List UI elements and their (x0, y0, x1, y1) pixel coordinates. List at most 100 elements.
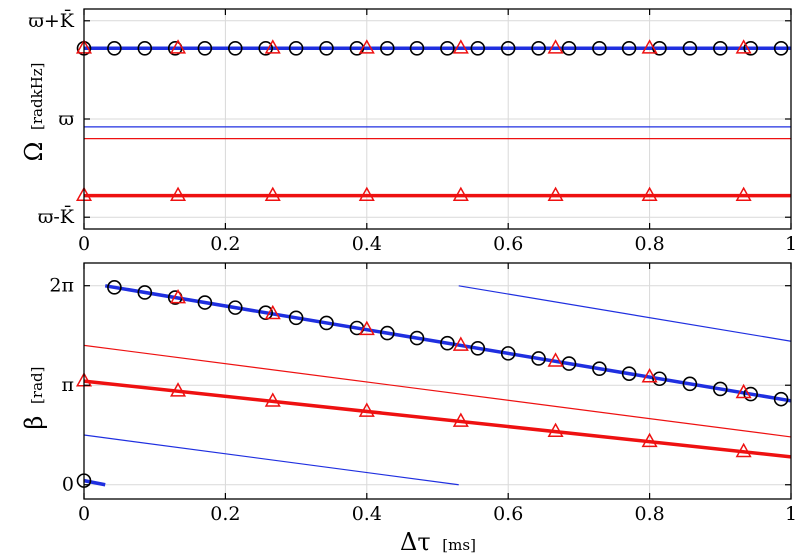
top-y-axis-title: Ω [radkHz] (20, 62, 48, 161)
bottom-circle-marker (773, 391, 789, 407)
bottom-x-tick-label: 0.8 (634, 503, 664, 525)
bottom-circle-marker (500, 346, 516, 361)
bottom-triangle-marker (358, 320, 375, 336)
bottom-circle-marker (712, 381, 728, 397)
bottom-triangle-marker (452, 412, 469, 427)
top-triangle-marker (264, 39, 281, 54)
bottom-circle-marker (561, 356, 577, 371)
top-circle-marker (137, 40, 153, 56)
bottom-triangle-marker (735, 383, 752, 399)
bottom-triangle-marker (264, 304, 281, 320)
top-y-tick-label: ϖ (59, 108, 75, 130)
top-triangle-marker (735, 39, 752, 54)
top-y-axis-symbol: Ω (20, 142, 48, 162)
bottom-circle-marker (652, 371, 667, 387)
top-y-tick-label: ϖ-K̄ (38, 205, 75, 228)
bottom-x-tick-label: 0 (78, 503, 90, 525)
bottom-series-line (104, 284, 792, 403)
top-triangle-marker (547, 39, 564, 54)
top-circle-marker (592, 40, 607, 56)
top-circle-marker (319, 40, 334, 56)
top-triangle-marker (641, 39, 658, 54)
top-circle-marker (197, 40, 213, 56)
top-triangle-marker (264, 186, 281, 202)
bottom-triangle-marker (170, 288, 187, 304)
bottom-grid (83, 263, 792, 499)
bottom-circle-marker (197, 295, 213, 310)
bottom-circle-marker (380, 325, 395, 341)
bottom-y-axis-symbol: β (20, 416, 48, 430)
svg-text:Ω [radkHz]: Ω [radkHz] (20, 62, 48, 161)
bottom-y-axis-title: β [rad] (20, 367, 48, 430)
top-x-tick-label: 0.8 (634, 233, 664, 255)
bottom-triangle-marker (641, 368, 658, 383)
top-circle-marker (107, 40, 122, 56)
bottom-y-axis-unit: [rad] (28, 367, 46, 404)
bottom-triangle-marker (452, 336, 469, 351)
top-circle-marker (440, 40, 455, 56)
top-triangle-marker (170, 186, 187, 202)
top-circle-marker (743, 40, 759, 56)
x-axis-title: Δτ [ms] (400, 528, 476, 556)
bottom-series-line (458, 285, 792, 342)
top-circle-marker (500, 40, 516, 56)
top-x-tick-label: 0 (78, 233, 90, 255)
top-panel: 0 0.2 0.4 0.6 0.8 1 ϖ-K̄ ϖ ϖ+K̄ (28, 8, 797, 255)
bottom-series-line (83, 344, 792, 438)
top-x-tick-label: 0.6 (493, 233, 523, 255)
bottom-circle-marker (288, 310, 304, 326)
bottom-circle-marker (227, 300, 243, 315)
bottom-panel: 0 0.2 0.4 0.6 0.8 1 0 π 2π (49, 262, 797, 525)
bottom-circle-marker (592, 361, 607, 376)
bottom-triangle-marker (547, 422, 564, 438)
top-triangle-marker (641, 186, 658, 202)
bottom-circle-marker (621, 366, 637, 381)
bottom-circle-marker (319, 315, 334, 331)
top-circle-marker (227, 40, 243, 56)
top-triangle-marker (170, 39, 187, 54)
svg-text:β [rad]: β [rad] (20, 367, 48, 430)
top-circle-marker (621, 40, 637, 56)
bottom-triangle-marker (358, 402, 375, 417)
top-y-axis-unit: [radkHz] (28, 62, 46, 130)
bottom-series-line (83, 379, 792, 459)
bottom-circle-marker (137, 285, 153, 300)
bottom-circle-marker (409, 330, 425, 346)
bottom-frame (83, 262, 792, 500)
top-triangle-marker (735, 186, 752, 202)
bottom-circle-marker (470, 340, 486, 356)
top-triangle-marker (547, 186, 564, 202)
bottom-x-tick-label: 0.6 (493, 503, 523, 525)
bottom-y-tick-label: 2π (49, 275, 74, 297)
bottom-circle-marker (107, 280, 122, 295)
bottom-x-tick-label: 0.4 (352, 503, 382, 525)
top-circle-marker (712, 40, 728, 56)
bottom-x-tick-label: 0.2 (210, 503, 240, 525)
top-x-tick-label: 0.4 (352, 233, 382, 255)
top-circle-marker (682, 40, 698, 56)
bottom-triangle-marker (264, 392, 281, 407)
top-x-tick-label: 0.2 (210, 233, 240, 255)
bottom-circle-marker (682, 376, 698, 392)
bottom-triangle-marker (641, 432, 658, 448)
top-circle-marker (531, 40, 546, 56)
top-circle-marker (773, 40, 789, 56)
bottom-circle-marker (531, 351, 546, 366)
top-circle-marker (288, 40, 304, 56)
bottom-circle-marker (743, 386, 759, 402)
x-axis-unit: [ms] (442, 536, 476, 554)
top-circle-marker (470, 40, 486, 56)
bottom-circle-marker (440, 335, 455, 351)
bottom-series-line (83, 434, 459, 486)
top-triangle-marker (358, 186, 375, 202)
bottom-y-tick-label: π (62, 374, 75, 396)
bottom-triangle-marker (170, 382, 187, 397)
top-circle-marker (380, 40, 395, 56)
top-x-tick-label: 1 (785, 233, 797, 255)
bottom-x-tick-label: 1 (785, 503, 797, 525)
bottom-triangle-marker (735, 442, 752, 458)
bottom-triangle-marker (547, 352, 564, 367)
top-triangle-marker (358, 39, 375, 54)
top-triangle-marker (452, 186, 469, 202)
